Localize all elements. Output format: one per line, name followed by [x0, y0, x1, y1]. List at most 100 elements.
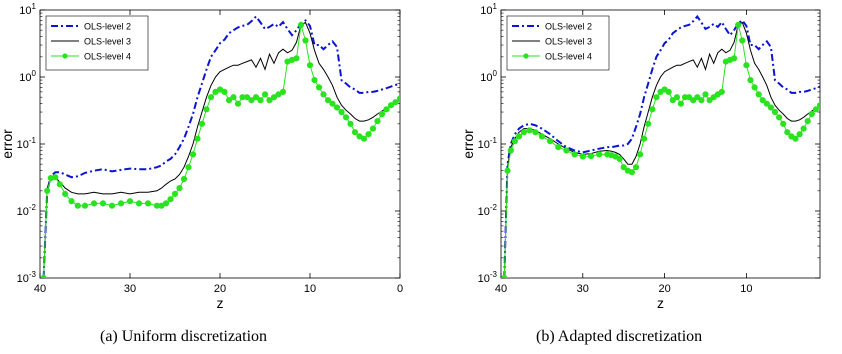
x-tick-label: 30: [577, 283, 589, 295]
plot-area: [501, 14, 820, 278]
data-point: [653, 94, 660, 101]
x-tick-label: 10: [304, 283, 316, 295]
y-tick-label: 100: [480, 69, 497, 84]
data-point: [632, 164, 640, 171]
data-point: [665, 88, 672, 96]
data-point: [302, 37, 309, 44]
data-point: [108, 202, 116, 209]
data-point: [230, 94, 237, 101]
data-point: [135, 200, 143, 207]
data-point: [306, 62, 314, 69]
data-point: [342, 114, 350, 121]
data-point: [374, 118, 381, 125]
data-point: [275, 91, 282, 98]
legend-label: OLS-level 2: [84, 22, 131, 32]
data-point: [198, 120, 206, 127]
data-point: [194, 135, 201, 142]
data-point: [387, 102, 395, 109]
data-point: [171, 190, 179, 197]
data-point: [718, 88, 725, 96]
data-point: [511, 138, 519, 145]
data-point: [248, 97, 255, 104]
legend-label: OLS-level 3: [545, 37, 592, 47]
data-point: [365, 131, 372, 138]
data-point: [739, 37, 746, 44]
y-tick-label: 100: [19, 69, 36, 84]
data-point: [706, 97, 713, 104]
data-point: [351, 129, 359, 136]
data-point: [360, 135, 368, 142]
data-point: [637, 151, 644, 158]
y-tick-label: 10-3: [478, 270, 498, 285]
legend-marker: [62, 53, 68, 59]
data-point: [207, 94, 215, 101]
y-tick-label: 10-2: [478, 203, 498, 218]
data-point: [677, 100, 685, 107]
data-point: [563, 147, 570, 154]
x-tick-label: 10: [740, 283, 752, 295]
data-point: [74, 202, 81, 209]
data-point: [620, 164, 627, 171]
data-point: [520, 129, 528, 136]
data-point: [203, 106, 210, 113]
data-point: [673, 94, 681, 101]
data-point: [690, 97, 697, 104]
data-point: [800, 125, 807, 132]
data-point: [333, 104, 341, 111]
data-point: [297, 21, 305, 28]
data-point: [243, 94, 251, 101]
data-point: [579, 153, 586, 160]
data-point: [234, 100, 242, 107]
y-tick-label: 10-2: [17, 203, 37, 218]
data-point: [252, 94, 260, 101]
data-point: [532, 129, 539, 136]
data-point: [180, 175, 188, 183]
data-point: [735, 21, 742, 28]
y-tick-label: 10-1: [478, 136, 498, 151]
data-point: [338, 108, 345, 116]
x-axis-label: z: [217, 295, 224, 311]
data-point: [117, 200, 125, 207]
data-point: [751, 84, 758, 91]
data-point: [571, 151, 578, 158]
data-point: [225, 97, 233, 104]
data-point: [99, 200, 107, 207]
y-tick-label: 10-3: [17, 270, 37, 285]
data-point: [538, 133, 546, 140]
data-point: [784, 129, 791, 136]
data-point: [808, 110, 815, 118]
y-axis-label: error: [0, 129, 15, 159]
data-point: [804, 118, 811, 125]
data-point: [816, 102, 820, 109]
data-point: [731, 55, 738, 62]
y-tick-label: 101: [19, 2, 36, 17]
data-point: [369, 125, 377, 132]
x-tick-label: 40: [34, 283, 46, 295]
data-point: [641, 135, 648, 142]
legend-label: OLS-level 2: [545, 22, 592, 32]
data-point: [378, 110, 386, 118]
data-point: [507, 147, 514, 154]
data-point: [686, 94, 693, 101]
data-point: [812, 106, 820, 113]
data-point: [40, 274, 47, 278]
data-point: [698, 97, 705, 104]
data-point: [587, 153, 595, 160]
data-point: [270, 94, 278, 101]
caption-adapted: (b) Adapted discretization: [536, 328, 703, 345]
data-point: [81, 202, 89, 209]
series-line-2: [42, 14, 400, 278]
y-axis-label: error: [460, 129, 476, 159]
data-point: [311, 77, 318, 84]
data-point: [796, 131, 803, 138]
data-point: [90, 200, 98, 207]
data-point: [771, 108, 779, 116]
data-point: [185, 164, 192, 171]
y-tick-label: 10-1: [17, 136, 37, 151]
legend-label: OLS-level 3: [84, 37, 131, 47]
data-point: [669, 97, 676, 104]
data-point: [293, 55, 300, 62]
data-point: [780, 120, 787, 127]
data-point: [257, 97, 264, 104]
